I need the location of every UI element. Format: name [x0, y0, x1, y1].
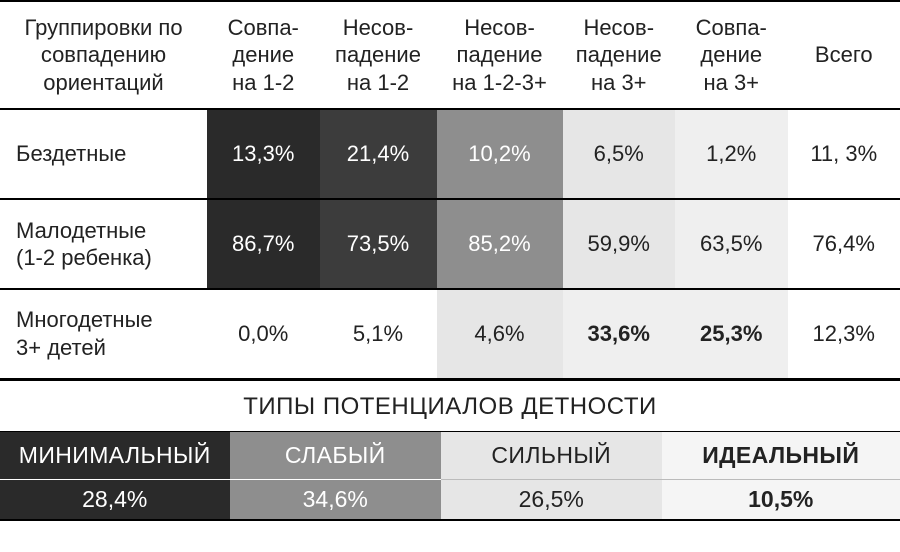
data-cell: 85,2%: [437, 199, 563, 289]
header-row: Группировки по совпадению ориентаций Сов…: [0, 1, 900, 109]
row-label: Многодетные3+ детей: [0, 289, 207, 379]
potential-label: СИЛЬНЫЙ: [441, 432, 662, 480]
potential-label: МИНИМАЛЬНЫЙ: [0, 432, 230, 480]
potential-label: СЛАБЫЙ: [230, 432, 442, 480]
row-label: Малодетные(1-2 ребенка): [0, 199, 207, 289]
data-cell: 6,5%: [563, 109, 676, 199]
data-cell: 12,3%: [788, 289, 900, 379]
header-cell-6: Всего: [788, 1, 900, 109]
data-cell: 63,5%: [675, 199, 788, 289]
potentials-label-row: МИНИМАЛЬНЫЙ СЛАБЫЙ СИЛЬНЫЙ ИДЕАЛЬНЫЙ: [0, 432, 900, 480]
table-row: Многодетные3+ детей 0,0% 5,1% 4,6% 33,6%…: [0, 289, 900, 379]
data-cell: 5,1%: [320, 289, 437, 379]
header-cell-0: Группировки по совпадению ориентаций: [0, 1, 207, 109]
data-cell: 76,4%: [788, 199, 900, 289]
data-cell: 21,4%: [320, 109, 437, 199]
data-cell: 0,0%: [207, 289, 320, 379]
table-row: Малодетные(1-2 ребенка) 86,7% 73,5% 85,2…: [0, 199, 900, 289]
data-cell: 86,7%: [207, 199, 320, 289]
potential-value: 10,5%: [662, 480, 900, 520]
data-cell: 4,6%: [437, 289, 563, 379]
data-cell: 13,3%: [207, 109, 320, 199]
header-cell-4: Несов-падениена 3+: [563, 1, 676, 109]
data-cell: 59,9%: [563, 199, 676, 289]
potentials-value-row: 28,4% 34,6% 26,5% 10,5%: [0, 480, 900, 520]
data-cell: 73,5%: [320, 199, 437, 289]
header-cell-1: Совпа-дениена 1-2: [207, 1, 320, 109]
row-label: Бездетные: [0, 109, 207, 199]
main-table: Группировки по совпадению ориентаций Сов…: [0, 0, 900, 381]
data-cell: 33,6%: [563, 289, 676, 379]
data-cell: 1,2%: [675, 109, 788, 199]
potentials-title: ТИПЫ ПОТЕНЦИАЛОВ ДЕТНОСТИ: [0, 381, 900, 432]
potential-label: ИДЕАЛЬНЫЙ: [662, 432, 900, 480]
potential-value: 34,6%: [230, 480, 442, 520]
potentials-table: МИНИМАЛЬНЫЙ СЛАБЫЙ СИЛЬНЫЙ ИДЕАЛЬНЫЙ 28,…: [0, 432, 900, 521]
header-cell-3: Несов-падениена 1-2-3+: [437, 1, 563, 109]
potential-value: 26,5%: [441, 480, 662, 520]
potential-value: 28,4%: [0, 480, 230, 520]
header-cell-5: Совпа-дениена 3+: [675, 1, 788, 109]
data-cell: 10,2%: [437, 109, 563, 199]
data-cell: 25,3%: [675, 289, 788, 379]
header-cell-2: Несов-падениена 1-2: [320, 1, 437, 109]
table-row: Бездетные 13,3% 21,4% 10,2% 6,5% 1,2% 11…: [0, 109, 900, 199]
data-cell: 11, 3%: [788, 109, 900, 199]
table-wrapper: Группировки по совпадению ориентаций Сов…: [0, 0, 900, 521]
